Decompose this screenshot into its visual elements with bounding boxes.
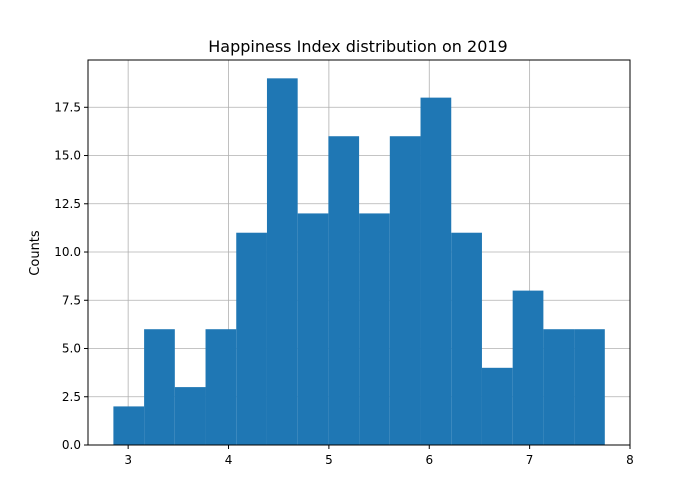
histogram-bar <box>328 136 360 445</box>
chart-title: Happiness Index distribution on 2019 <box>208 37 507 56</box>
y-tick-label: 10.0 <box>54 245 81 259</box>
histogram-bar <box>512 290 544 445</box>
y-tick-label: 17.5 <box>54 100 81 114</box>
y-tick-label: 5.0 <box>62 342 81 356</box>
x-tick-label: 6 <box>425 453 433 467</box>
x-axis-ticks: 3 4 5 6 7 8 <box>124 445 634 467</box>
x-tick-label: 4 <box>225 453 233 467</box>
histogram-bar <box>174 387 206 445</box>
y-axis-ticks: 0.0 2.5 5.0 7.5 10.0 12.5 15.0 17.5 <box>54 100 88 452</box>
x-tick-label: 5 <box>325 453 333 467</box>
histogram-bar <box>297 213 329 445</box>
histogram-bar <box>481 367 513 445</box>
histogram-bar <box>266 78 298 445</box>
y-tick-label: 12.5 <box>54 197 81 211</box>
y-tick-label: 15.0 <box>54 149 81 163</box>
x-tick-label: 3 <box>124 453 132 467</box>
y-tick-label: 2.5 <box>62 390 81 404</box>
y-axis-label: Counts <box>28 230 43 276</box>
histogram-bar <box>144 329 175 445</box>
histogram-bars <box>113 78 605 445</box>
x-tick-label: 7 <box>526 453 534 467</box>
y-tick-label: 0.0 <box>62 438 81 452</box>
histogram-bar <box>451 232 482 445</box>
histogram-bar <box>113 406 145 445</box>
histogram-bar <box>543 329 575 445</box>
y-tick-label: 7.5 <box>62 293 81 307</box>
histogram-bar <box>359 213 390 445</box>
histogram-bar <box>389 136 421 445</box>
histogram-bar <box>574 329 605 445</box>
x-tick-label: 8 <box>626 453 634 467</box>
histogram-bar <box>420 97 452 445</box>
histogram-bar <box>236 232 267 445</box>
histogram-bar <box>205 329 237 445</box>
